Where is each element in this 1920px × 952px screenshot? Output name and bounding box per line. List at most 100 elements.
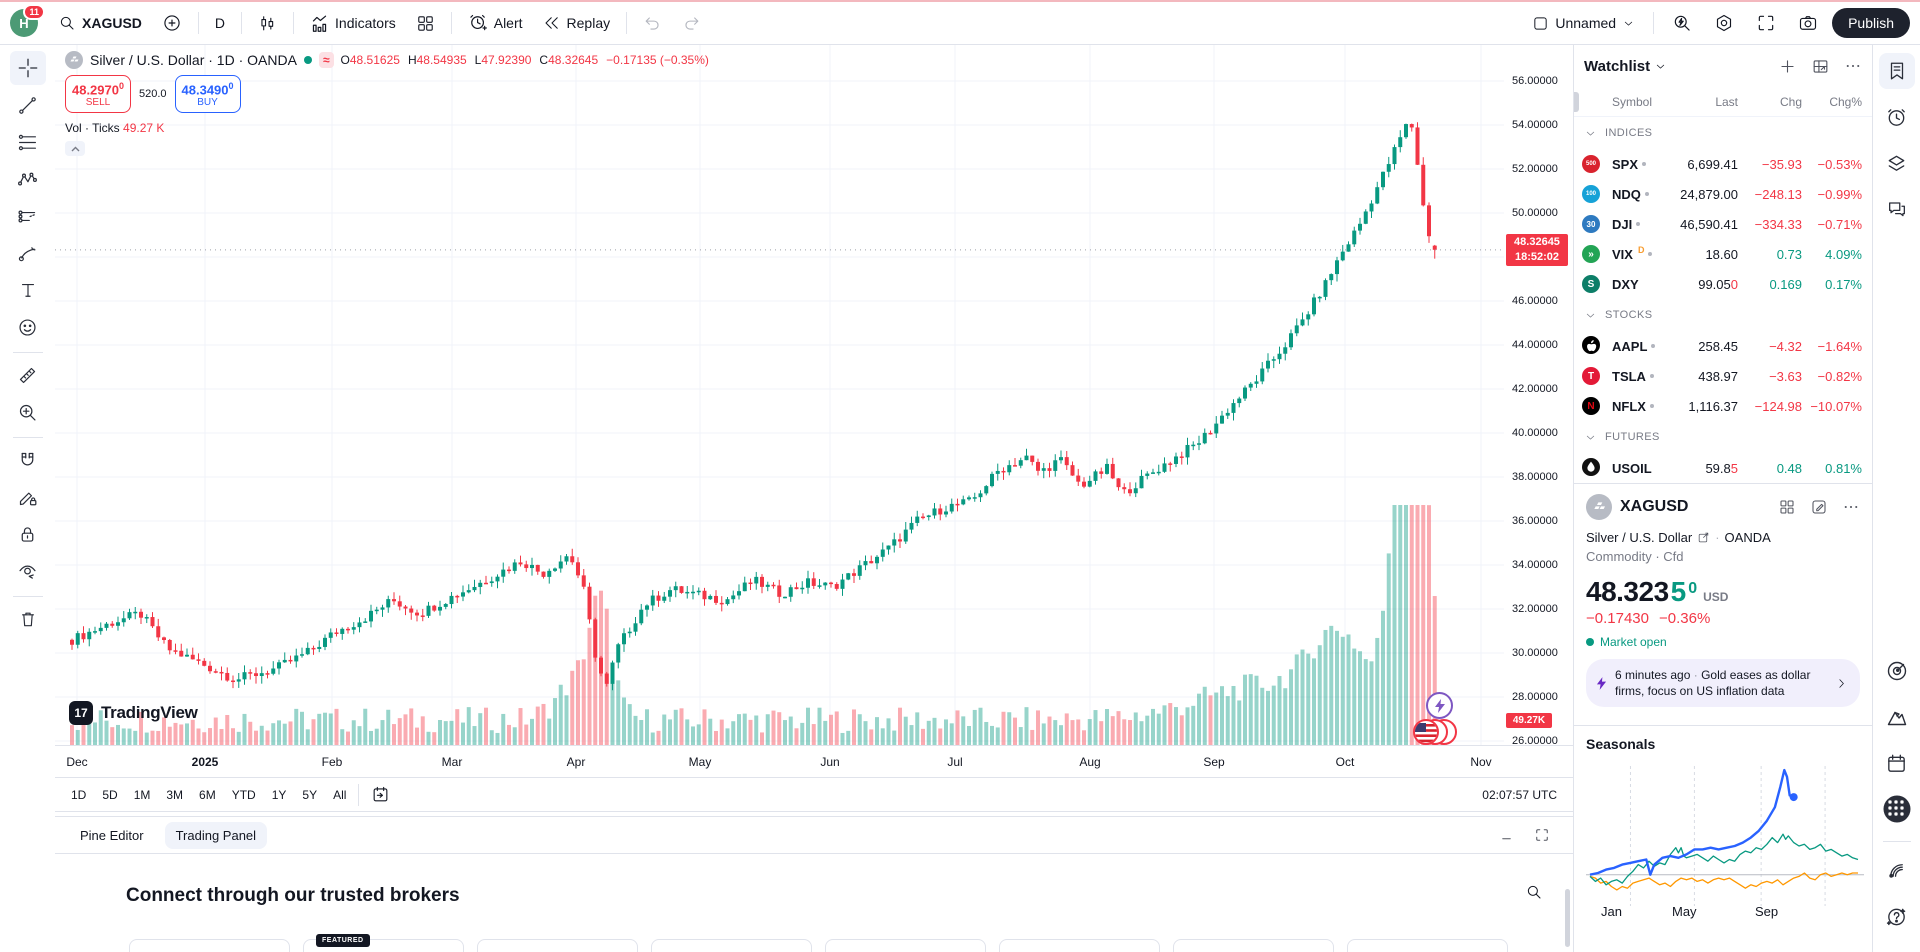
panel-screener-radar[interactable]	[1879, 653, 1915, 689]
watchlist-row-ndq[interactable]: 100 NDQ 24,879.00 −248.13 −0.99%	[1574, 179, 1872, 209]
tool-trash[interactable]	[10, 602, 46, 636]
tool-pattern[interactable]	[10, 162, 46, 196]
watchlist-title-button[interactable]: Watchlist	[1584, 58, 1667, 75]
price-axis[interactable]: 56.00000 54.00000 52.00000 50.00000 46.00000…	[1504, 45, 1573, 747]
broker-card[interactable]	[651, 939, 812, 952]
instant-trading-icon[interactable]	[1426, 692, 1453, 719]
watchlist-section-futures[interactable]: FUTURES	[1574, 421, 1872, 453]
panel-object-tree[interactable]	[1879, 145, 1915, 181]
watchlist-row-dxy[interactable]: S DXY 99.050 0.169 0.17%	[1574, 269, 1872, 299]
snapshot-button[interactable]	[1790, 8, 1826, 38]
tool-ruler[interactable]	[10, 358, 46, 392]
chart-legend[interactable]: Silver / U.S. Dollar · 1D · OANDA ≈ O48.…	[65, 51, 709, 69]
alert-button[interactable]: Alert	[460, 8, 531, 38]
symbol-grid-icon[interactable]	[1778, 498, 1796, 516]
watchlist-row-aapl[interactable]: AAPL 258.45 −4.32 −1.64%	[1574, 331, 1872, 361]
quick-search-button[interactable]	[1664, 8, 1700, 38]
col-symbol[interactable]: Symbol	[1612, 94, 1653, 109]
watchlist-detail-view-icon[interactable]	[1811, 57, 1830, 76]
tab-pine-editor[interactable]: Pine Editor	[80, 827, 144, 843]
time-axis[interactable]: Dec 2025 Feb Mar Apr May Jun Jul Aug Sep Oct Nov	[55, 745, 1597, 777]
axis-clock[interactable]: 02:07:57 UTC	[1482, 787, 1557, 802]
legend-collapse-button[interactable]	[65, 141, 85, 156]
goto-date-icon[interactable]	[363, 781, 398, 808]
fullscreen-button[interactable]	[1748, 8, 1784, 38]
tool-hide-drawings[interactable]	[10, 554, 46, 588]
panel-apps[interactable]	[1879, 791, 1915, 827]
external-link-icon[interactable]	[1697, 531, 1710, 544]
maximize-panel-icon[interactable]	[1533, 826, 1551, 844]
note-edit-icon[interactable]	[1810, 498, 1828, 516]
news-events-cluster-icon[interactable]	[1413, 719, 1459, 746]
panel-broadcast[interactable]	[1879, 852, 1915, 888]
watchlist-row-spx[interactable]: 500 SPX 6,699.41 −35.93 −0.53%	[1574, 149, 1872, 179]
broker-card[interactable]: FEATURED	[303, 934, 464, 952]
tab-trading-panel[interactable]: Trading Panel	[164, 821, 268, 849]
watchlist-row-tsla[interactable]: T TSLA 438.97 −3.63 −0.82%	[1574, 361, 1872, 391]
range-5d-button[interactable]: 5D	[102, 787, 118, 802]
broker-card[interactable]	[477, 939, 638, 952]
compare-add-button[interactable]	[154, 8, 190, 38]
watchlist-row-vix[interactable]: » VIX D 18.60 0.73 4.09%	[1574, 239, 1872, 269]
watchlist-menu-icon[interactable]	[1844, 57, 1862, 76]
redo-button[interactable]	[674, 9, 709, 38]
add-symbol-icon[interactable]	[1778, 57, 1797, 76]
panel-alerts-clock[interactable]	[1879, 99, 1915, 135]
chart-settings-button[interactable]	[1706, 8, 1742, 38]
tool-emoji[interactable]	[10, 310, 46, 344]
panel-help[interactable]	[1879, 898, 1915, 934]
symbol-search-button[interactable]: XAGUSD	[50, 9, 150, 37]
main-chart[interactable]	[55, 45, 1504, 745]
tool-brush[interactable]	[10, 236, 46, 270]
broker-card[interactable]	[129, 939, 290, 952]
tool-crosshair[interactable]	[9, 51, 46, 85]
indicators-button[interactable]: Indicators	[302, 9, 404, 38]
watchlist-section-stocks[interactable]: STOCKS	[1574, 299, 1872, 331]
range-6m-button[interactable]: 6M	[199, 787, 216, 802]
panel-drag-handle[interactable]	[1574, 92, 1579, 112]
tool-magnet[interactable]	[10, 443, 46, 477]
broker-card[interactable]	[1173, 939, 1334, 952]
range-all-button[interactable]: All	[333, 787, 347, 802]
broker-card[interactable]	[999, 939, 1160, 952]
broker-search-icon[interactable]	[1525, 883, 1543, 901]
tool-fib[interactable]	[10, 125, 46, 159]
minimize-panel-icon[interactable]	[1499, 826, 1517, 844]
chart-type-button[interactable]	[250, 9, 285, 38]
panel-chat[interactable]	[1879, 191, 1915, 227]
publish-button[interactable]: Publish	[1832, 8, 1910, 38]
save-layout-button[interactable]: Unnamed	[1524, 10, 1643, 37]
range-3m-button[interactable]: 3M	[166, 787, 184, 802]
col-chg[interactable]: Chg	[1779, 94, 1802, 109]
tool-zoom-in[interactable]	[10, 395, 46, 429]
undo-button[interactable]	[635, 9, 670, 38]
col-last[interactable]: Last	[1715, 94, 1738, 109]
replay-button[interactable]: Replay	[535, 9, 619, 37]
seasonals-chart[interactable]	[1586, 760, 1864, 912]
range-5y-button[interactable]: 5Y	[302, 787, 318, 802]
symbol-menu-icon[interactable]	[1842, 498, 1860, 516]
interval-button[interactable]: D	[207, 10, 233, 36]
news-headline-pill[interactable]: 6 minutes ago · Gold eases as dollar fir…	[1586, 659, 1860, 707]
tool-projection[interactable]	[10, 199, 46, 233]
range-1d-button[interactable]: 1D	[71, 787, 87, 802]
tool-trendline[interactable]	[10, 88, 46, 122]
range-ytd-button[interactable]: YTD	[231, 787, 256, 802]
panel-calendar[interactable]	[1879, 745, 1915, 781]
indicator-templates-button[interactable]	[408, 9, 443, 38]
broker-card[interactable]	[1347, 939, 1508, 952]
watchlist-section-indices[interactable]: INDICES	[1574, 117, 1872, 149]
buy-button[interactable]: 48.34900 BUY	[174, 75, 241, 113]
volume-legend[interactable]: Vol · Ticks 49.27 K	[65, 121, 165, 135]
sell-button[interactable]: 48.29700 SELL	[65, 75, 131, 113]
range-1m-button[interactable]: 1M	[133, 787, 151, 802]
panel-ideas[interactable]	[1879, 699, 1915, 735]
tool-text-tool[interactable]	[10, 273, 46, 307]
broker-card[interactable]	[825, 939, 986, 952]
col-chgpct[interactable]: Chg%	[1829, 94, 1862, 109]
user-avatar[interactable]: H 11	[10, 4, 45, 37]
tool-lock[interactable]	[10, 517, 46, 551]
broker-scrollbar[interactable]	[1565, 889, 1570, 947]
watchlist-row-dji[interactable]: 30 DJI 46,590.41 −334.33 −0.71%	[1574, 209, 1872, 239]
watchlist-row-nflx[interactable]: N NFLX 1,116.37 −124.98 −10.07%	[1574, 391, 1872, 421]
